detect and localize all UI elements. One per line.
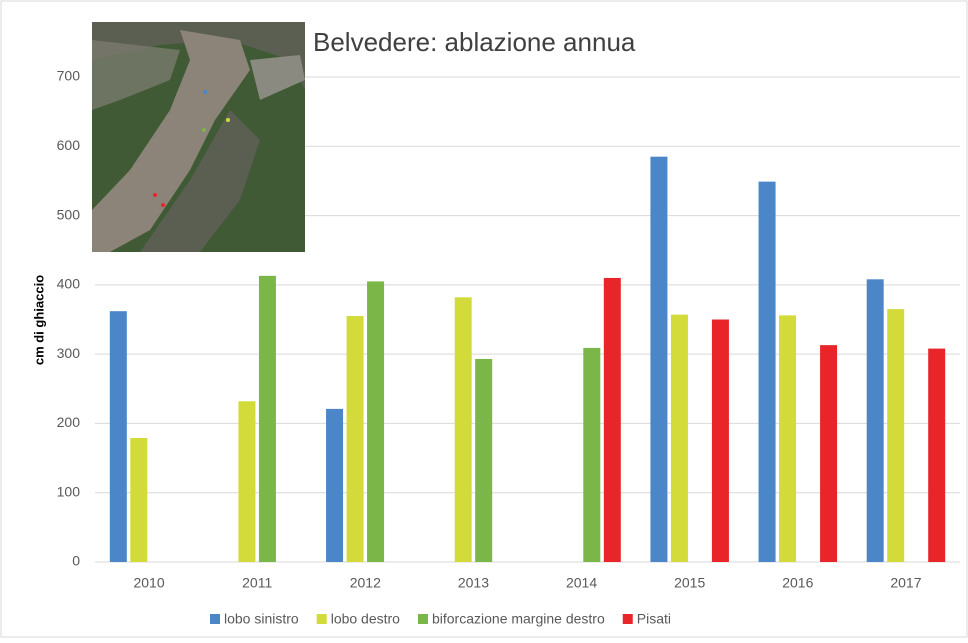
y-tick-label: 300 bbox=[57, 345, 81, 361]
y-tick-label: 200 bbox=[57, 414, 81, 430]
x-tick-label: 2016 bbox=[782, 575, 813, 591]
bar bbox=[887, 309, 904, 562]
x-tick-label: 2010 bbox=[133, 575, 164, 591]
bar bbox=[759, 182, 776, 562]
bar bbox=[455, 297, 472, 562]
bar bbox=[650, 157, 667, 562]
legend-label: Pisati bbox=[637, 611, 671, 627]
legend-swatch bbox=[418, 614, 428, 624]
y-tick-label: 100 bbox=[57, 483, 81, 499]
bar bbox=[867, 279, 884, 562]
legend-swatch bbox=[623, 614, 633, 624]
bar bbox=[671, 315, 688, 562]
y-tick-label: 700 bbox=[57, 68, 81, 84]
x-tick-label: 2017 bbox=[890, 575, 921, 591]
y-tick-label: 500 bbox=[57, 206, 81, 222]
y-tick-label: 600 bbox=[57, 137, 81, 153]
bar bbox=[130, 438, 147, 562]
legend-label: lobo sinistro bbox=[224, 611, 299, 627]
x-tick-label: 2013 bbox=[458, 575, 489, 591]
legend-label: lobo destro bbox=[331, 611, 400, 627]
bar bbox=[259, 276, 276, 562]
bar bbox=[928, 349, 945, 562]
legend-swatch bbox=[317, 614, 327, 624]
y-axis-label: cm di ghiaccio bbox=[31, 275, 46, 365]
chart: Belvedere: ablazione annua cm di ghiacci… bbox=[0, 0, 968, 638]
y-tick-label: 400 bbox=[57, 276, 81, 292]
legend-label: biforcazione margine destro bbox=[432, 611, 605, 627]
x-tick-label: 2015 bbox=[674, 575, 705, 591]
bar bbox=[367, 281, 384, 562]
bar bbox=[110, 311, 127, 562]
bar bbox=[712, 320, 729, 563]
y-tick-label: 0 bbox=[72, 553, 80, 569]
bar bbox=[326, 409, 343, 562]
inset-image bbox=[92, 22, 305, 252]
legend-swatch bbox=[210, 614, 220, 624]
bar bbox=[820, 345, 837, 562]
bar bbox=[475, 359, 492, 562]
bar bbox=[238, 401, 255, 562]
bar bbox=[604, 278, 621, 562]
x-tick-label: 2011 bbox=[242, 575, 272, 591]
chart-title: Belvedere: ablazione annua bbox=[313, 27, 636, 57]
bar bbox=[347, 316, 364, 562]
x-tick-label: 2012 bbox=[350, 575, 381, 591]
bar bbox=[779, 315, 796, 562]
x-tick-label: 2014 bbox=[566, 575, 597, 591]
bar bbox=[583, 348, 600, 562]
